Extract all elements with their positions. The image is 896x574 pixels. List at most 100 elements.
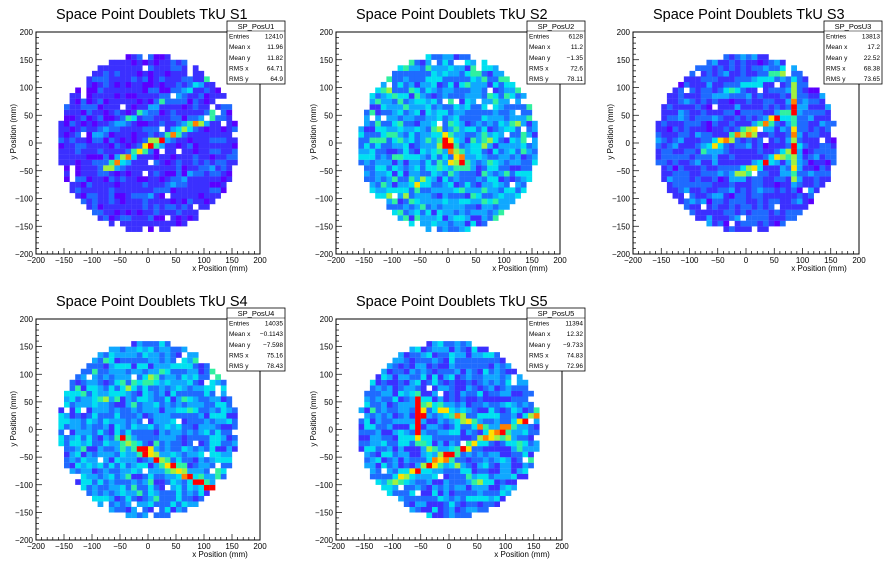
heatmap-cell (420, 76, 426, 83)
heatmap-cell (717, 181, 724, 188)
heatmap-cell (75, 440, 81, 447)
heatmap-cell (464, 76, 471, 83)
heatmap-cell (97, 385, 104, 391)
heatmap-cell (470, 215, 477, 221)
heatmap-cell (689, 120, 696, 127)
heatmap-cell (92, 368, 98, 375)
heatmap-cell (192, 170, 199, 177)
heatmap-cell (176, 93, 182, 99)
heatmap-cell (80, 98, 87, 105)
heatmap-cell (148, 192, 154, 199)
y-tick-label: 100 (20, 370, 34, 379)
heatmap-cell (442, 176, 449, 182)
heatmap-cell (746, 170, 752, 177)
heatmap-cell (449, 501, 455, 507)
heatmap-cell (120, 148, 126, 155)
heatmap-cell (454, 412, 461, 419)
heatmap-cell (364, 148, 370, 155)
heatmap-cell (420, 126, 426, 133)
heatmap-cell (476, 126, 482, 133)
heatmap-cell (114, 209, 121, 216)
heatmap-cell (796, 209, 803, 216)
heatmap-cell (415, 368, 421, 375)
heatmap-cell (437, 374, 444, 380)
heatmap-cell (488, 473, 495, 480)
heatmap-cell (448, 154, 454, 160)
heatmap-cell (159, 479, 165, 485)
heatmap-cell (198, 176, 205, 182)
heatmap-cell (453, 209, 460, 216)
heatmap-cell (481, 98, 488, 105)
heatmap-cell (712, 198, 718, 205)
heatmap-cell (408, 104, 415, 110)
heatmap-cell (164, 501, 171, 507)
heatmap-cell (187, 412, 193, 419)
heatmap-cell (204, 154, 210, 160)
heatmap-cell (103, 131, 109, 138)
heatmap-cell (431, 159, 437, 166)
heatmap-cell (520, 109, 527, 116)
heatmap-cell (108, 76, 115, 83)
heatmap-cell (381, 435, 387, 441)
heatmap-cell (408, 137, 415, 144)
heatmap-cell (142, 165, 149, 171)
heatmap-cell (796, 126, 803, 133)
heatmap-cell (192, 462, 199, 469)
heatmap-cell (492, 120, 499, 127)
heatmap-cell (364, 418, 371, 425)
heatmap-cell (358, 137, 365, 144)
heatmap-cell (187, 109, 193, 116)
heatmap-cell (706, 81, 713, 88)
heatmap-cell (159, 220, 165, 227)
heatmap-cell (678, 87, 684, 94)
heatmap-cell (785, 181, 792, 188)
heatmap-cell (425, 220, 432, 227)
heatmap-cell (114, 93, 121, 99)
heatmap-cell (443, 401, 450, 408)
heatmap-cell (791, 170, 797, 177)
heatmap-cell (386, 484, 393, 491)
heatmap-cell (380, 143, 387, 149)
heatmap-cell (683, 126, 690, 133)
heatmap-cell (136, 407, 143, 414)
heatmap-cell (774, 137, 781, 144)
heatmap-cell (511, 368, 517, 375)
heatmap-cell (136, 401, 143, 408)
heatmap-cell (153, 423, 160, 430)
x-tick-label: −150 (355, 542, 374, 551)
heatmap-cell (448, 104, 454, 110)
heatmap-cell (426, 512, 433, 519)
heatmap-cell (420, 346, 427, 353)
heatmap-cell (791, 87, 797, 94)
heatmap-cell (459, 98, 465, 105)
heatmap-cell (153, 451, 160, 458)
heatmap-cell (511, 484, 517, 491)
heatmap-cell (164, 181, 171, 188)
heatmap-cell (159, 495, 165, 502)
heatmap-cell (204, 401, 210, 408)
heatmap-cell (125, 170, 132, 177)
heatmap-cell (482, 385, 489, 391)
heatmap-cell (751, 120, 758, 127)
heatmap-cell (398, 374, 404, 380)
heatmap-cell (204, 204, 210, 210)
heatmap-cell (64, 462, 70, 469)
heatmap-cell (425, 104, 432, 110)
heatmap-cell (125, 120, 132, 127)
heatmap-cell (136, 115, 143, 121)
heatmap-cell (454, 429, 461, 436)
heatmap-cell (176, 154, 182, 160)
heatmap-cell (120, 423, 126, 430)
heatmap-cell (471, 479, 478, 485)
heatmap-cell (481, 176, 488, 182)
heatmap-cell (403, 70, 409, 77)
heatmap-cell (813, 187, 820, 194)
heatmap-cell (819, 109, 826, 116)
heatmap-cell (695, 159, 701, 166)
heatmap-cell (532, 126, 538, 133)
heatmap-cell (108, 501, 115, 507)
heatmap-cell (768, 104, 775, 110)
heatmap-cell (204, 120, 210, 127)
heatmap-cell (181, 407, 188, 414)
heatmap-cell (425, 98, 432, 105)
